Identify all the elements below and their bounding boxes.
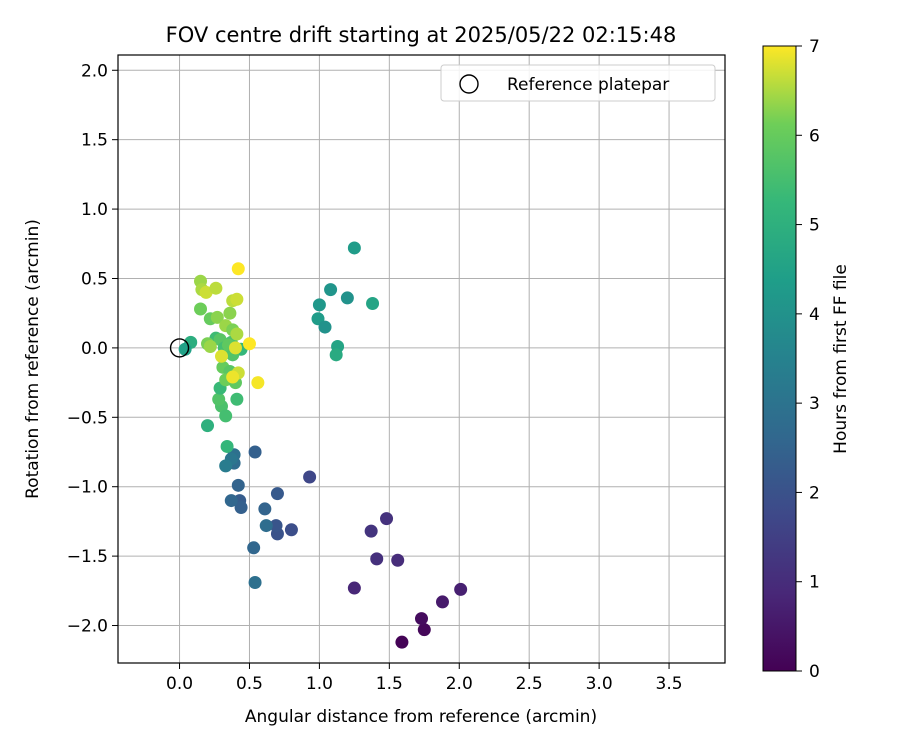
legend-box: [440, 64, 716, 102]
data-point: [329, 348, 343, 362]
colorbar-tick-label: 0: [809, 662, 820, 682]
data-point: [230, 392, 244, 406]
colorbar-tick-label: 1: [809, 573, 820, 593]
data-point: [364, 524, 378, 538]
legend: Reference platepar: [440, 64, 716, 102]
data-point: [178, 342, 192, 356]
data-point: [417, 623, 431, 637]
data-point: [203, 340, 217, 354]
x-tick-label: 2.5: [516, 674, 543, 694]
x-axis-label: Angular distance from reference (arcmin): [245, 707, 597, 727]
y-tick-label: −2.0: [67, 617, 108, 637]
x-tick-label: 3.5: [656, 674, 683, 694]
data-point: [210, 310, 224, 324]
data-point: [251, 376, 265, 390]
data-point: [391, 553, 405, 567]
data-point: [259, 519, 273, 533]
data-point: [247, 541, 261, 555]
data-point: [242, 337, 256, 351]
x-tick-label: 3.0: [586, 674, 613, 694]
data-point: [212, 392, 226, 406]
y-tick-label: 0.0: [81, 339, 108, 359]
colorbar-tick-label: 3: [809, 394, 820, 414]
data-point: [226, 370, 240, 384]
data-point: [199, 285, 213, 299]
y-tick-label: −1.0: [67, 478, 108, 498]
data-point: [318, 320, 332, 334]
data-point: [269, 519, 283, 533]
data-point: [194, 302, 208, 316]
data-point: [324, 283, 338, 297]
reference-point-marker: [169, 338, 190, 358]
data-point: [454, 582, 468, 596]
data-point: [258, 502, 272, 516]
data-point: [231, 262, 245, 276]
data-point: [219, 409, 233, 423]
data-point: [347, 581, 361, 595]
data-point: [220, 439, 234, 453]
x-tick-label: 0.5: [236, 674, 263, 694]
data-point: [415, 612, 428, 626]
data-point: [228, 341, 242, 355]
grid-lines: [118, 55, 725, 663]
y-axis-ticks: −2.0 −1.5 −1.0 −0.5 0.0 0.5 1.0 1.5 2.0: [67, 61, 118, 637]
data-point: [248, 575, 262, 589]
colorbar-tick-label: 4: [809, 305, 820, 325]
data-point: [230, 327, 244, 341]
colorbar-tick-label: 2: [809, 483, 820, 503]
x-tick-label: 2.0: [446, 674, 473, 694]
data-point: [231, 478, 245, 492]
data-point: [370, 552, 384, 566]
colorbar-label: Hours from first FF file: [831, 264, 851, 454]
data-point: [270, 487, 284, 501]
data-point: [435, 595, 449, 609]
data-point: [284, 523, 298, 537]
data-point: [248, 445, 262, 459]
y-axis-label: Rotation from reference (arcmin): [23, 219, 43, 499]
colorbar: 0 1 2 3 4 5 6 7 Hours from first FF file: [762, 37, 851, 682]
data-point: [312, 298, 326, 312]
data-point: [209, 281, 223, 295]
data-point: [380, 512, 394, 526]
data-point: [234, 501, 248, 515]
legend-marker: [459, 74, 479, 94]
data-point: [219, 459, 233, 473]
x-tick-label: 0.0: [166, 674, 193, 694]
y-tick-label: 2.0: [81, 61, 108, 81]
colorbar-ticks: 0 1 2 3 4 5 6 7: [796, 37, 820, 682]
data-points: [178, 241, 468, 649]
data-point: [224, 494, 238, 508]
colorbar-tick-label: 7: [809, 37, 820, 57]
colorbar-tick-label: 6: [809, 126, 820, 146]
x-tick-label: 1.0: [306, 674, 333, 694]
data-point: [347, 241, 361, 255]
data-point: [214, 349, 228, 363]
data-point: [201, 419, 215, 433]
colorbar-tick-label: 5: [809, 216, 820, 236]
y-tick-label: 1.5: [81, 131, 108, 151]
legend-entry-label: Reference platepar: [507, 75, 669, 95]
data-point: [303, 470, 317, 484]
x-axis-ticks: 0.0 0.5 1.0 1.5 2.0 2.5 3.0 3.5: [166, 663, 683, 694]
data-point: [366, 296, 380, 310]
y-tick-label: −0.5: [67, 408, 108, 428]
x-tick-label: 1.5: [376, 674, 403, 694]
data-point: [230, 292, 244, 306]
colorbar-gradient: [762, 45, 797, 672]
data-point: [223, 306, 237, 320]
y-tick-label: 0.5: [81, 269, 108, 289]
data-point: [395, 635, 409, 649]
chart-title: FOV centre drift starting at 2025/05/22 …: [166, 23, 677, 47]
y-tick-label: −1.5: [67, 547, 108, 567]
data-point: [340, 291, 354, 305]
plot-frame: [117, 54, 726, 664]
y-tick-label: 1.0: [81, 200, 108, 220]
